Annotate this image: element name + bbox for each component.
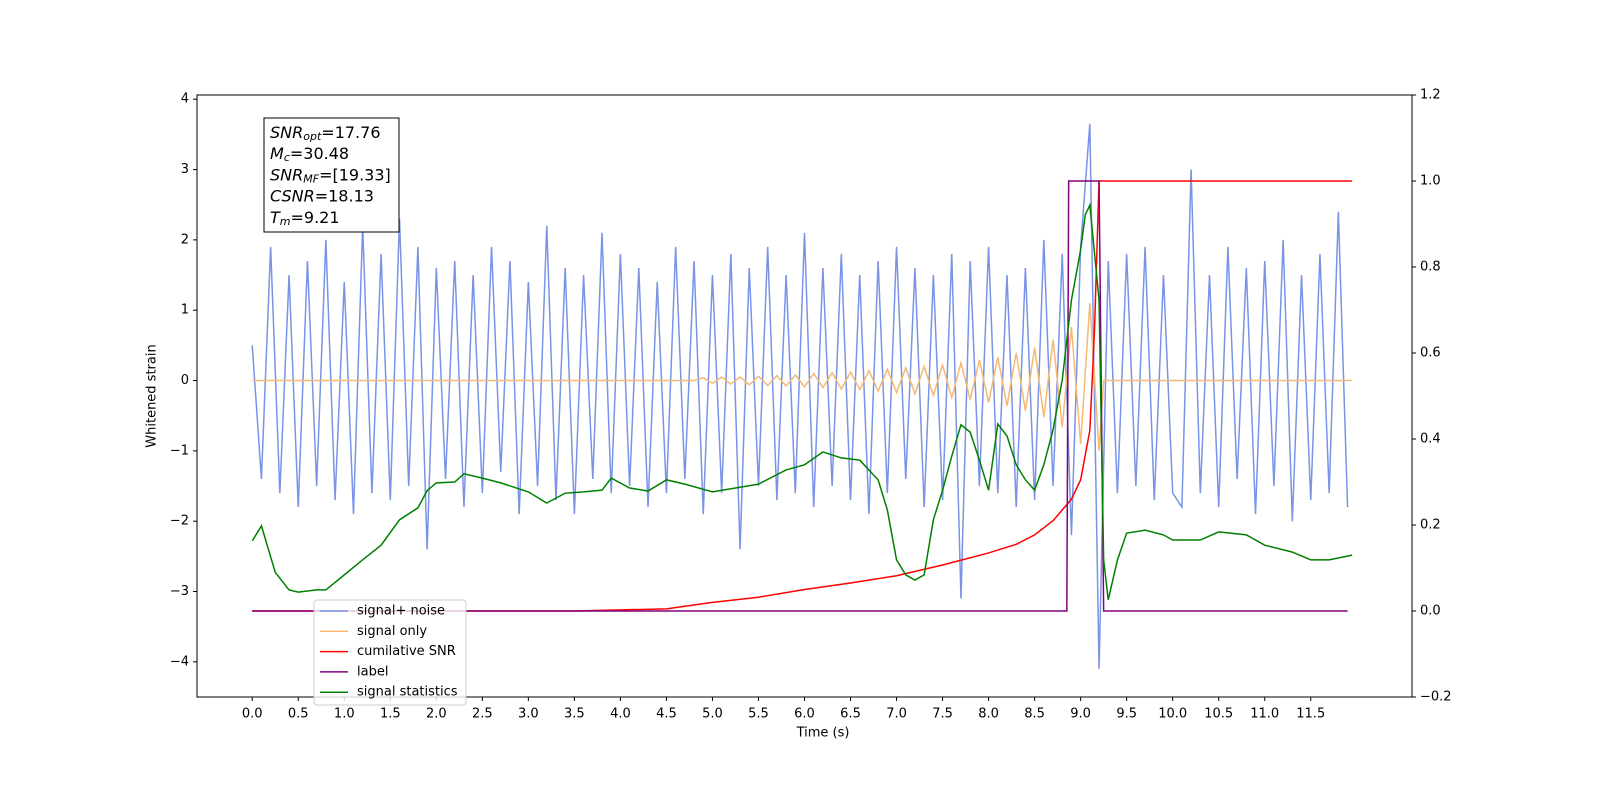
x-tick-label: 7.5 <box>932 707 953 722</box>
legend-label: signal only <box>357 624 427 639</box>
y-tick-label: 2 <box>181 232 189 247</box>
x-tick-label: 0.5 <box>288 707 309 722</box>
y-tick-label: −3 <box>170 584 189 599</box>
y-axis-label: Whitened strain <box>145 344 160 447</box>
annotation-subscript: MF <box>303 172 319 185</box>
annotation-name: T <box>270 207 281 226</box>
annotation-name: SNR <box>270 165 303 184</box>
x-tick-label: 10.5 <box>1204 707 1233 722</box>
legend-label: signal+ noise <box>357 604 445 619</box>
x-tick-label: 4.5 <box>656 707 677 722</box>
y2-tick-label: −0.2 <box>1420 690 1452 705</box>
legend-label: label <box>357 664 388 679</box>
x-tick-label: 1.5 <box>380 707 401 722</box>
x-tick-label: 2.5 <box>472 707 493 722</box>
annotation-value: =9.21 <box>291 207 340 226</box>
y-tick-label: −1 <box>170 443 189 458</box>
y2-tick-label: 1.0 <box>1420 174 1441 189</box>
series-line <box>251 202 1353 600</box>
annotation-subscript: opt <box>303 130 322 143</box>
y2-tick-label: 0.8 <box>1420 260 1441 275</box>
series-line <box>252 180 1348 612</box>
x-tick-label: 6.5 <box>840 707 861 722</box>
x-tick-label: 6.0 <box>794 707 815 722</box>
annotation-box <box>263 117 400 233</box>
x-tick-label: 5.5 <box>748 707 769 722</box>
x-tick-label: 5.0 <box>702 707 723 722</box>
annotation-value: =[19.33] <box>319 165 391 184</box>
y-tick-label: 1 <box>181 303 189 318</box>
annotation-value: =30.48 <box>290 144 349 163</box>
annotation-value: =18.13 <box>315 186 374 205</box>
x-tick-label: 3.5 <box>564 707 585 722</box>
annotation-subscript: c <box>284 151 290 164</box>
annotation-subscript: m <box>280 215 291 228</box>
y-tick-label: −4 <box>170 654 189 669</box>
y2-tick-label: 0.6 <box>1420 346 1441 361</box>
annotation-name: SNR <box>270 123 303 142</box>
y-tick-label: 4 <box>181 92 189 107</box>
y-tick-label: −2 <box>170 514 189 529</box>
x-tick-label: 4.0 <box>610 707 631 722</box>
y2-tick-label: 0.4 <box>1420 432 1441 447</box>
x-tick-label: 11.0 <box>1250 707 1279 722</box>
annotation-name: M <box>270 144 284 163</box>
y-tick-label: 3 <box>181 162 189 177</box>
annotation: SNRMF=[19.33] <box>270 165 391 186</box>
x-tick-label: 2.0 <box>426 707 447 722</box>
annotation-value: =17.76 <box>321 123 380 142</box>
annotation-name: CSNR <box>270 186 315 205</box>
x-tick-label: 8.5 <box>1024 707 1045 722</box>
x-tick-label: 8.0 <box>978 707 999 722</box>
y2-tick-label: 1.2 <box>1420 88 1441 103</box>
x-tick-label: 9.0 <box>1070 707 1091 722</box>
legend-label: signal statistics <box>357 685 458 700</box>
annotation: Mc=30.48 <box>270 144 349 165</box>
x-tick-label: 3.0 <box>518 707 539 722</box>
y2-tick-label: 0.2 <box>1420 518 1441 533</box>
legend-box <box>313 599 467 706</box>
x-tick-label: 11.5 <box>1296 707 1325 722</box>
legend-label: cumilative SNR <box>357 644 456 659</box>
x-tick-label: 9.5 <box>1116 707 1137 722</box>
annotation: CSNR=18.13 <box>270 186 374 205</box>
series-line <box>252 303 1353 451</box>
x-tick-label: 0.0 <box>242 707 263 722</box>
annotation: SNRopt=17.76 <box>270 123 381 144</box>
x-tick-label: 7.0 <box>886 707 907 722</box>
x-tick-label: 10.0 <box>1158 707 1187 722</box>
series-line <box>252 180 1353 612</box>
y2-tick-label: 0.0 <box>1420 604 1441 619</box>
series-line <box>251 123 1349 669</box>
y-tick-label: 0 <box>181 373 189 388</box>
x-axis-label: Time (s) <box>796 726 850 741</box>
x-tick-label: 1.0 <box>334 707 355 722</box>
annotation: Tm=9.21 <box>270 207 340 228</box>
